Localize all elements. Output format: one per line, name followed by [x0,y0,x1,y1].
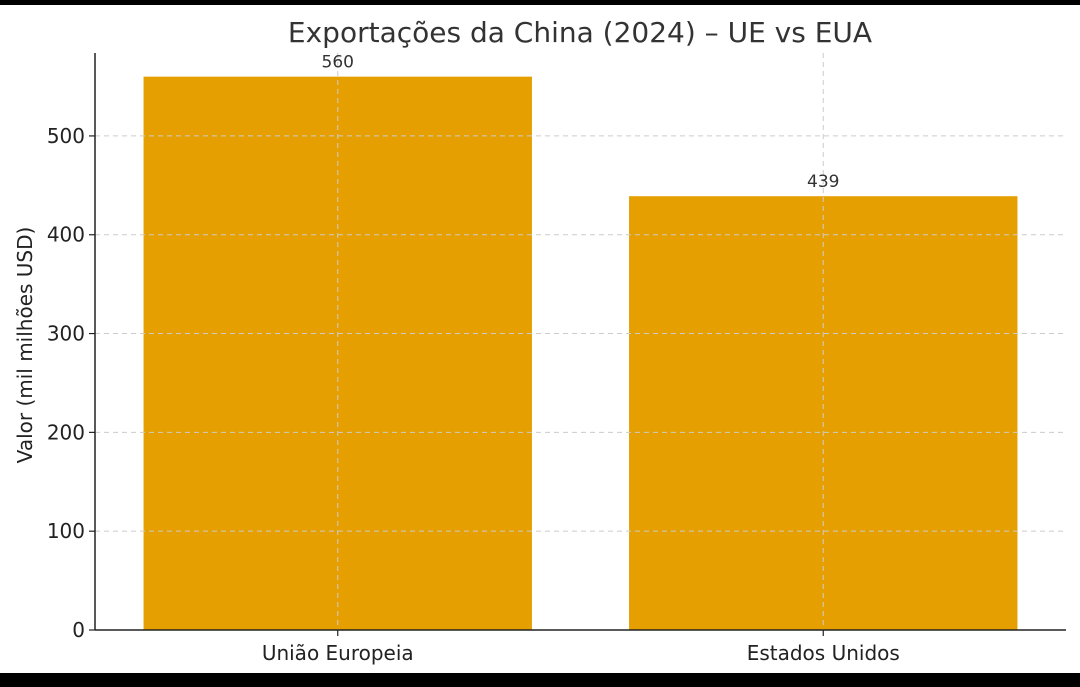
y-tick-label: 300 [47,322,85,346]
y-tick-label: 100 [47,519,85,543]
tick-labels: 0 100 200 300 400 500 União Europeia Estados Un… [47,124,900,665]
y-tick-label: 0 [72,618,85,642]
x-tick-label: Estados Unidos [747,641,900,665]
data-labels: 560 439 [322,53,840,193]
grid-lines [95,53,1066,630]
x-tick-label: União Europeia [262,641,414,665]
y-tick-label: 400 [47,223,85,247]
chart-title: Exportações da China (2024) – UE vs EUA [288,16,872,49]
data-label-2: 439 [807,172,839,192]
bar-chart: Exportações da China (2024) – UE vs EUA … [13,16,1066,665]
chart-frame: Exportações da China (2024) – UE vs EUA … [0,5,1080,673]
y-tick-label: 200 [47,420,85,444]
y-axis-label: Valor (mil milhões USD) [13,227,37,464]
axes [89,53,1066,636]
data-label-1: 560 [322,53,354,73]
bars [143,76,1018,631]
y-tick-label: 500 [47,124,85,148]
